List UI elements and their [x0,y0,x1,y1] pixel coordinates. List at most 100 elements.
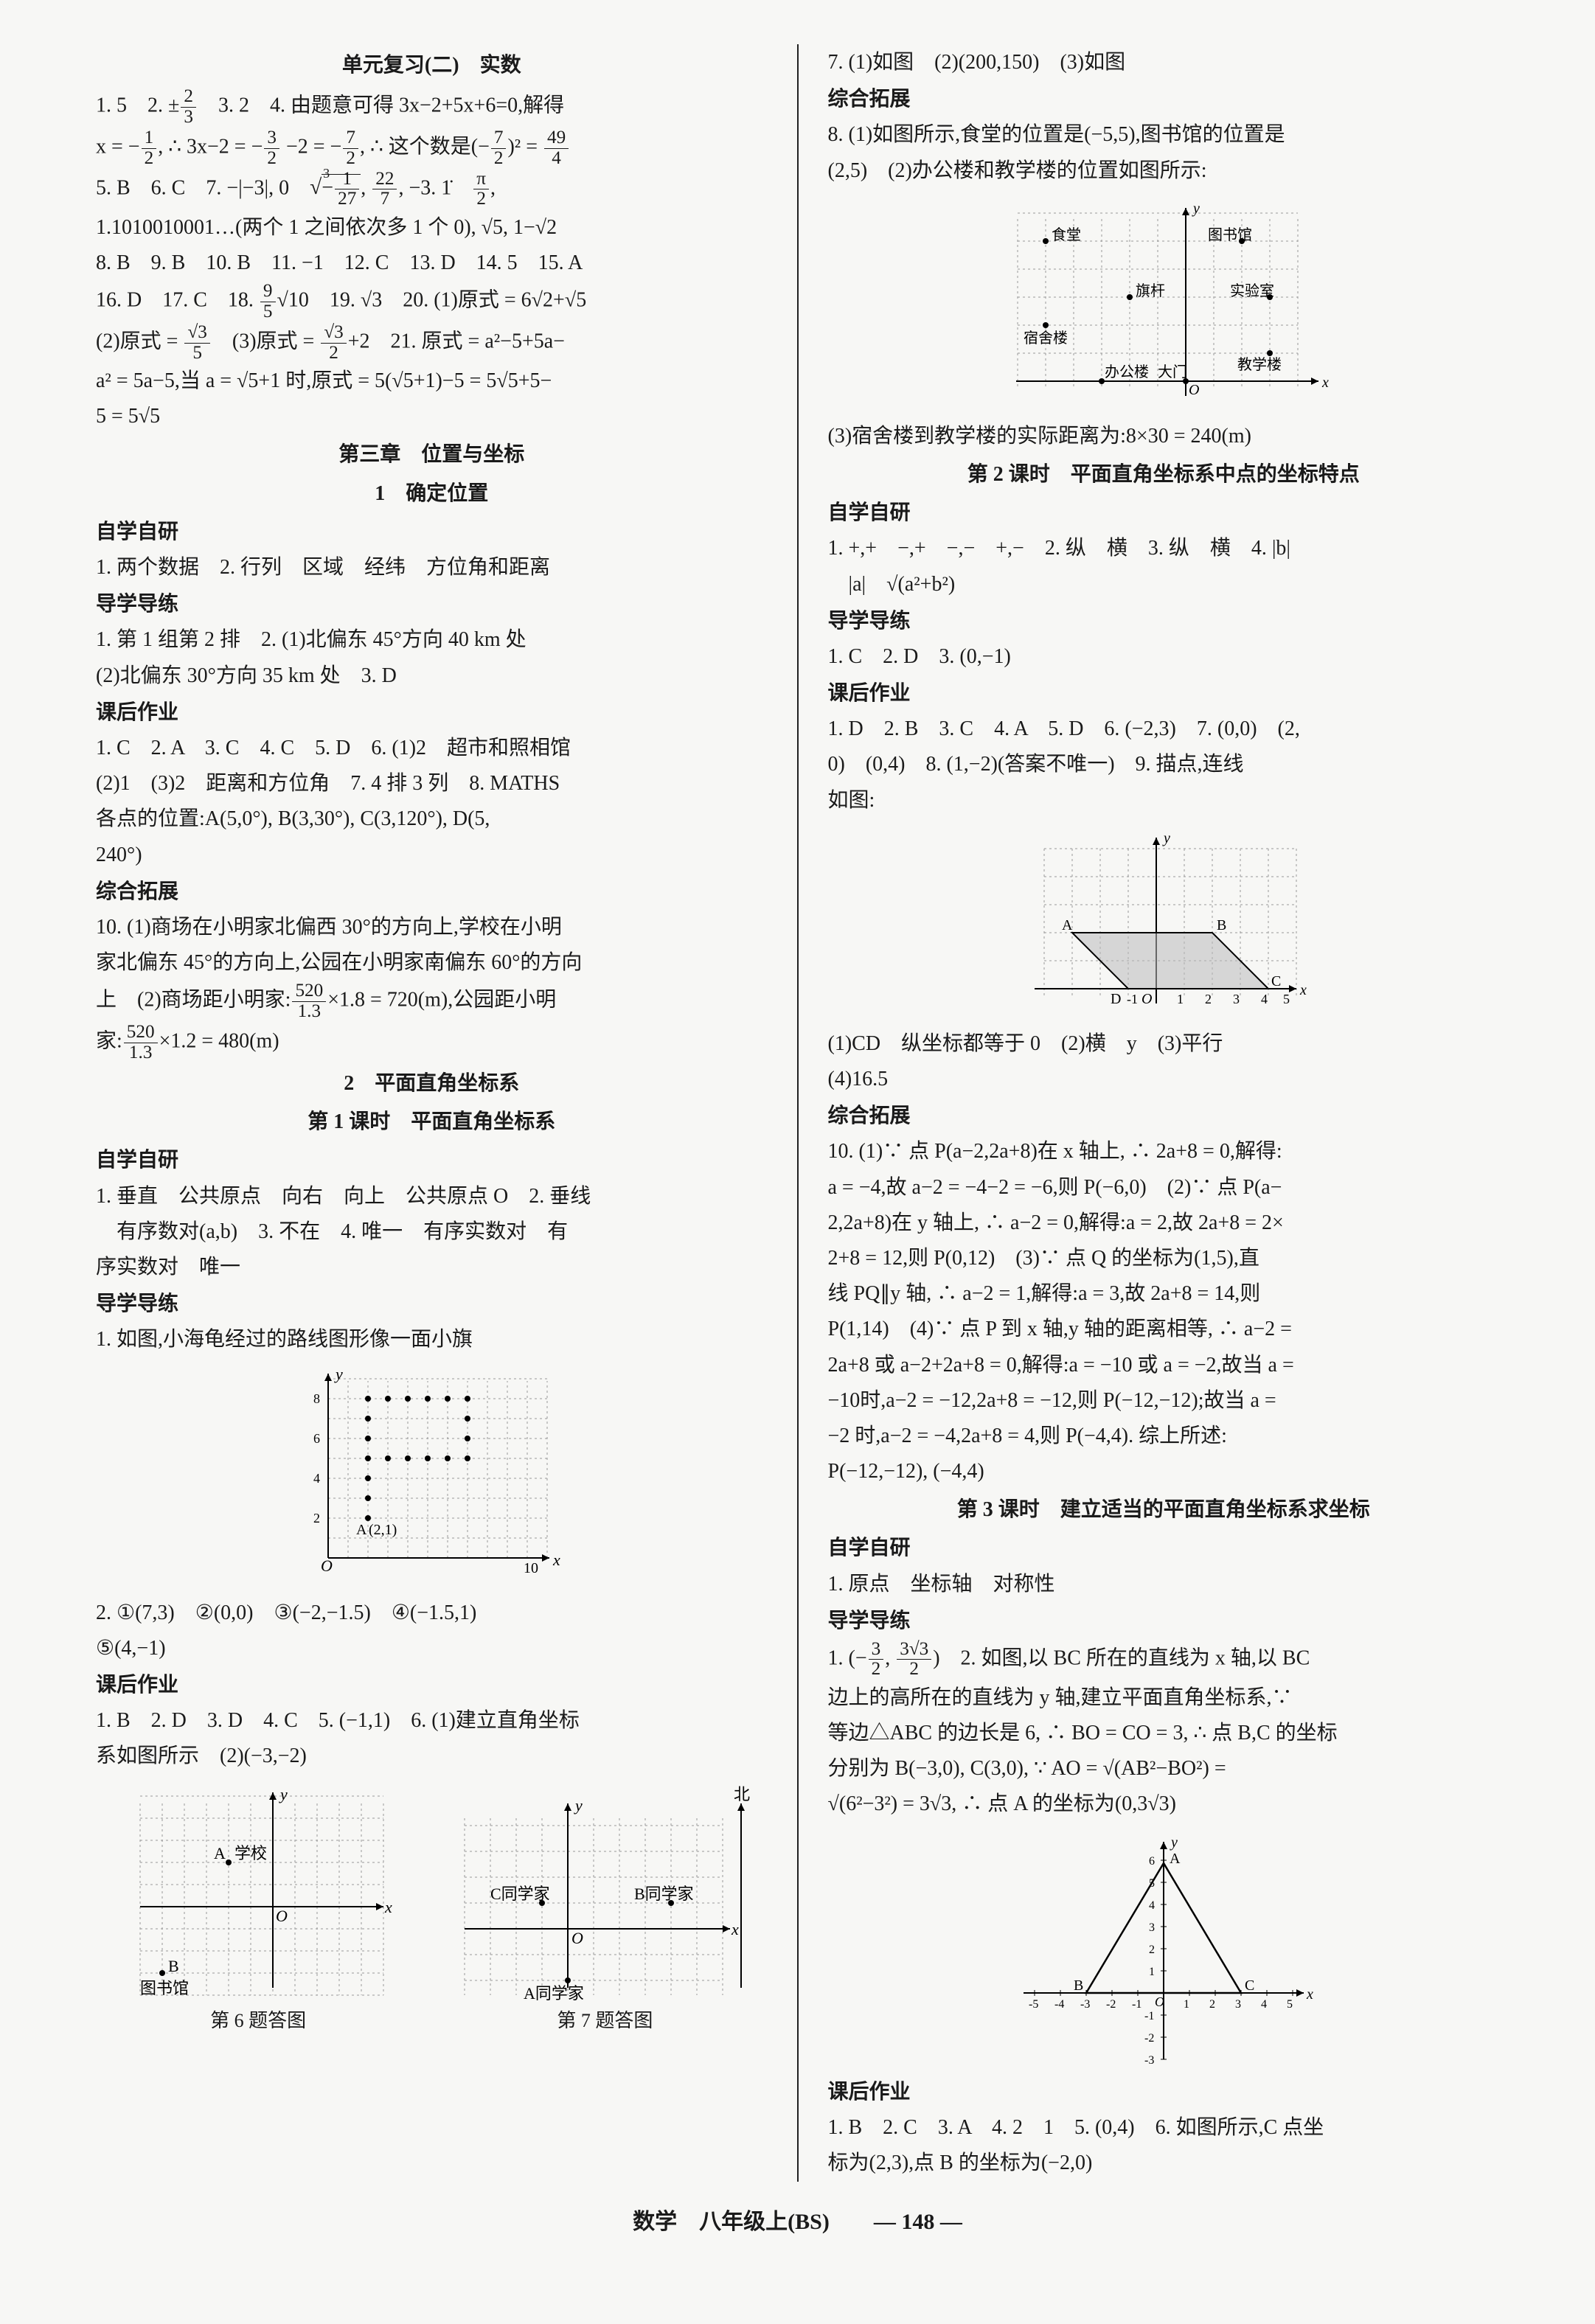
answer-line: 5. B 6. C 7. −|−3|, 0 3√−127, 227, −3. 1… [96,170,768,209]
answer-line: 2+8 = 12,则 P(0,12) (3)∵ 点 Q 的坐标为(1,5),直 [828,1242,1500,1276]
svg-text:B同学家: B同学家 [634,1885,694,1903]
svg-text:A同学家: A同学家 [524,1984,584,2003]
svg-text:6: 6 [1149,1855,1155,1868]
answer-line: 1. B 2. D 3. D 4. C 5. (−1,1) 6. (1)建立直角… [96,1704,768,1738]
answer-line: 1.1010010001…(两个 1 之间依次多 1 个 0), √5, 1−√… [96,211,768,245]
svg-text:x: x [1306,1986,1313,2003]
answer-line: (2)北偏东 30°方向 35 km 处 3. D [96,659,768,693]
svg-text:O: O [1155,1994,1164,2009]
svg-text:x: x [731,1920,739,1938]
svg-text:B: B [1217,917,1226,933]
svg-text:大门: 大门 [1158,363,1187,380]
svg-text:x: x [552,1551,560,1569]
svg-text:(2,1): (2,1) [369,1522,397,1538]
figure-caption: 第 7 题答图 [442,2005,767,2037]
section-title: 2 平面直角坐标系 [96,1067,768,1101]
svg-text:教学楼: 教学楼 [1237,356,1282,373]
svg-text:A: A [1170,1851,1181,1867]
answer-line: 8. B 9. B 10. B 11. −1 12. C 13. D 14. 5… [96,246,768,280]
self-study-heading: 自学自研 [828,496,1500,530]
svg-text:O: O [321,1556,333,1575]
svg-text:O: O [571,1929,583,1947]
answer-line: 各点的位置:A(5,0°), B(3,30°), C(3,120°), D(5, [96,802,768,836]
svg-text:4: 4 [1149,1899,1155,1912]
svg-text:图书馆: 图书馆 [1208,226,1252,243]
svg-text:-2: -2 [1144,2032,1154,2045]
figure-6: O x y A 学校 B 图书馆 第 6 题答图 [96,1781,420,2037]
svg-text:-1: -1 [1144,2010,1154,2022]
svg-text:C: C [1245,1977,1254,1994]
answer-line: 序实数对 唯一 [96,1250,768,1284]
answer-line: 1. 两个数据 2. 行列 区域 经纬 方位角和距离 [96,551,768,585]
svg-text:1: 1 [1149,1966,1155,1978]
fraction: 23 [181,87,196,127]
answer-line: 2,2a+8)在 y 轴上, ∴ a−2 = 0,解得:a = 2,故 2a+8… [828,1206,1500,1240]
svg-text:B: B [168,1957,179,1975]
answer-line: 10. (1)商场在小明家北偏西 30°的方向上,学校在小明 [96,911,768,944]
svg-text:-4: -4 [1054,1998,1064,2011]
chapter-title: 第三章 位置与坐标 [96,438,768,472]
extension-heading: 综合拓展 [828,83,1500,116]
answer-line: 10. (1)∵ 点 P(a−2,2a+8)在 x 轴上, ∴ 2a+8 = 0… [828,1135,1500,1169]
svg-text:-3: -3 [1144,2054,1154,2067]
answer-line: −10时,a−2 = −12,2a+8 = −12,则 P(−12,−12);故… [828,1384,1500,1418]
column-divider [797,44,799,2182]
svg-text:2: 2 [1209,1998,1215,2011]
answer-line: 1. (−32, 3√32) 2. 如图,以 BC 所在的直线为 x 轴,以 B… [828,1640,1500,1680]
answer-line: (1)CD 纵坐标都等于 0 (2)横 y (3)平行 [828,1027,1500,1061]
answer-line: 上 (2)商场距小明家:5201.3×1.8 = 720(m),公园距小明 [96,981,768,1021]
answer-line: 边上的高所在的直线为 y 轴,建立平面直角坐标系,∵ [828,1681,1500,1715]
answer-line: 如图: [828,784,1500,818]
svg-text:3: 3 [1149,1921,1155,1934]
answer-line: (2)原式 = √35 (3)原式 = √32+2 21. 原式 = a²−5+… [96,323,768,363]
page-container: 单元复习(二) 实数 1. 5 2. ±23 3. 2 4. 由题意可得 3x−… [96,44,1499,2182]
section-title: 1 确定位置 [96,477,768,511]
guided-heading: 导学导练 [828,1604,1500,1638]
svg-text:A: A [356,1522,367,1538]
svg-text:-2: -2 [1106,1998,1116,2011]
svg-text:1: 1 [1177,992,1184,1006]
svg-text:C: C [1271,973,1281,989]
answer-line: P(1,14) (4)∵ 点 P 到 x 轴,y 轴的距离相等, ∴ a−2 = [828,1312,1500,1346]
svg-text:y: y [1170,1834,1178,1851]
svg-text:旗杆: 旗杆 [1136,282,1165,299]
guided-heading: 导学导练 [96,588,768,622]
turtle-flag-figure: O x y 2468 10 A (2,1) [96,1366,768,1587]
answer-line: a = −4,故 a−2 = −4−2 = −6,则 P(−6,0) (2)∵ … [828,1171,1500,1205]
svg-text:-5: -5 [1029,1998,1038,2011]
figure-caption: 第 6 题答图 [96,2005,420,2037]
svg-text:O: O [1141,991,1152,1007]
svg-text:-1: -1 [1127,992,1138,1006]
svg-text:10: 10 [524,1560,538,1576]
svg-text:5: 5 [1287,1998,1293,2011]
answer-line: 线 PQ∥y 轴, ∴ a−2 = 1,解得:a = 3,故 2a+8 = 14… [828,1277,1500,1311]
answer-line: x = −12, ∴ 3x−2 = −32 −2 = −72, ∴ 这个数是(−… [96,128,768,168]
homework-heading: 课后作业 [828,677,1500,711]
svg-text:6: 6 [313,1431,320,1446]
answer-line: ⑤(4,−1) [96,1632,768,1666]
answer-line: 1. C 2. D 3. (0,−1) [828,640,1500,674]
svg-text:B: B [1074,1977,1083,1994]
answer-line: 标为(2,3),点 B 的坐标为(−2,0) [828,2146,1500,2180]
svg-text:O: O [1189,382,1199,398]
answer-line: 1. +,+ −,+ −,− +,− 2. 纵 横 3. 纵 横 4. |b| [828,532,1500,566]
answer-line: a² = 5a−5,当 a = √5+1 时,原式 = 5(√5+1)−5 = … [96,364,768,398]
answer-line: 2a+8 或 a−2+2a+8 = 0,解得:a = −10 或 a = −2,… [828,1349,1500,1382]
guided-heading: 导学导练 [96,1287,768,1321]
answer-line: 1. 5 2. ±23 3. 2 4. 由题意可得 3x−2+5x+6=0,解得 [96,87,768,127]
svg-text:2: 2 [1149,1944,1155,1956]
svg-text:A: A [214,1844,226,1862]
answer-line: 家北偏东 45°的方向上,公园在小明家南偏东 60°的方向 [96,946,768,980]
answer-line: 1. 如图,小海龟经过的路线图形像一面小旗 [96,1323,768,1357]
svg-text:-3: -3 [1080,1998,1090,2011]
svg-text:x: x [1299,982,1307,998]
answer-line: 240°) [96,838,768,872]
answer-line: 2. ①(7,3) ②(0,0) ③(−2,−1.5) ④(−1.5,1) [96,1596,768,1630]
answer-line: 7. (1)如图 (2)(200,150) (3)如图 [828,46,1500,80]
answer-line: (4)16.5 [828,1062,1500,1096]
svg-text:y: y [574,1796,583,1815]
answer-line: 有序数对(a,b) 3. 不在 4. 唯一 有序实数对 有 [96,1215,768,1249]
svg-text:D: D [1111,991,1121,1007]
svg-text:y: y [1162,830,1170,846]
svg-text:实验室: 实验室 [1230,282,1274,299]
